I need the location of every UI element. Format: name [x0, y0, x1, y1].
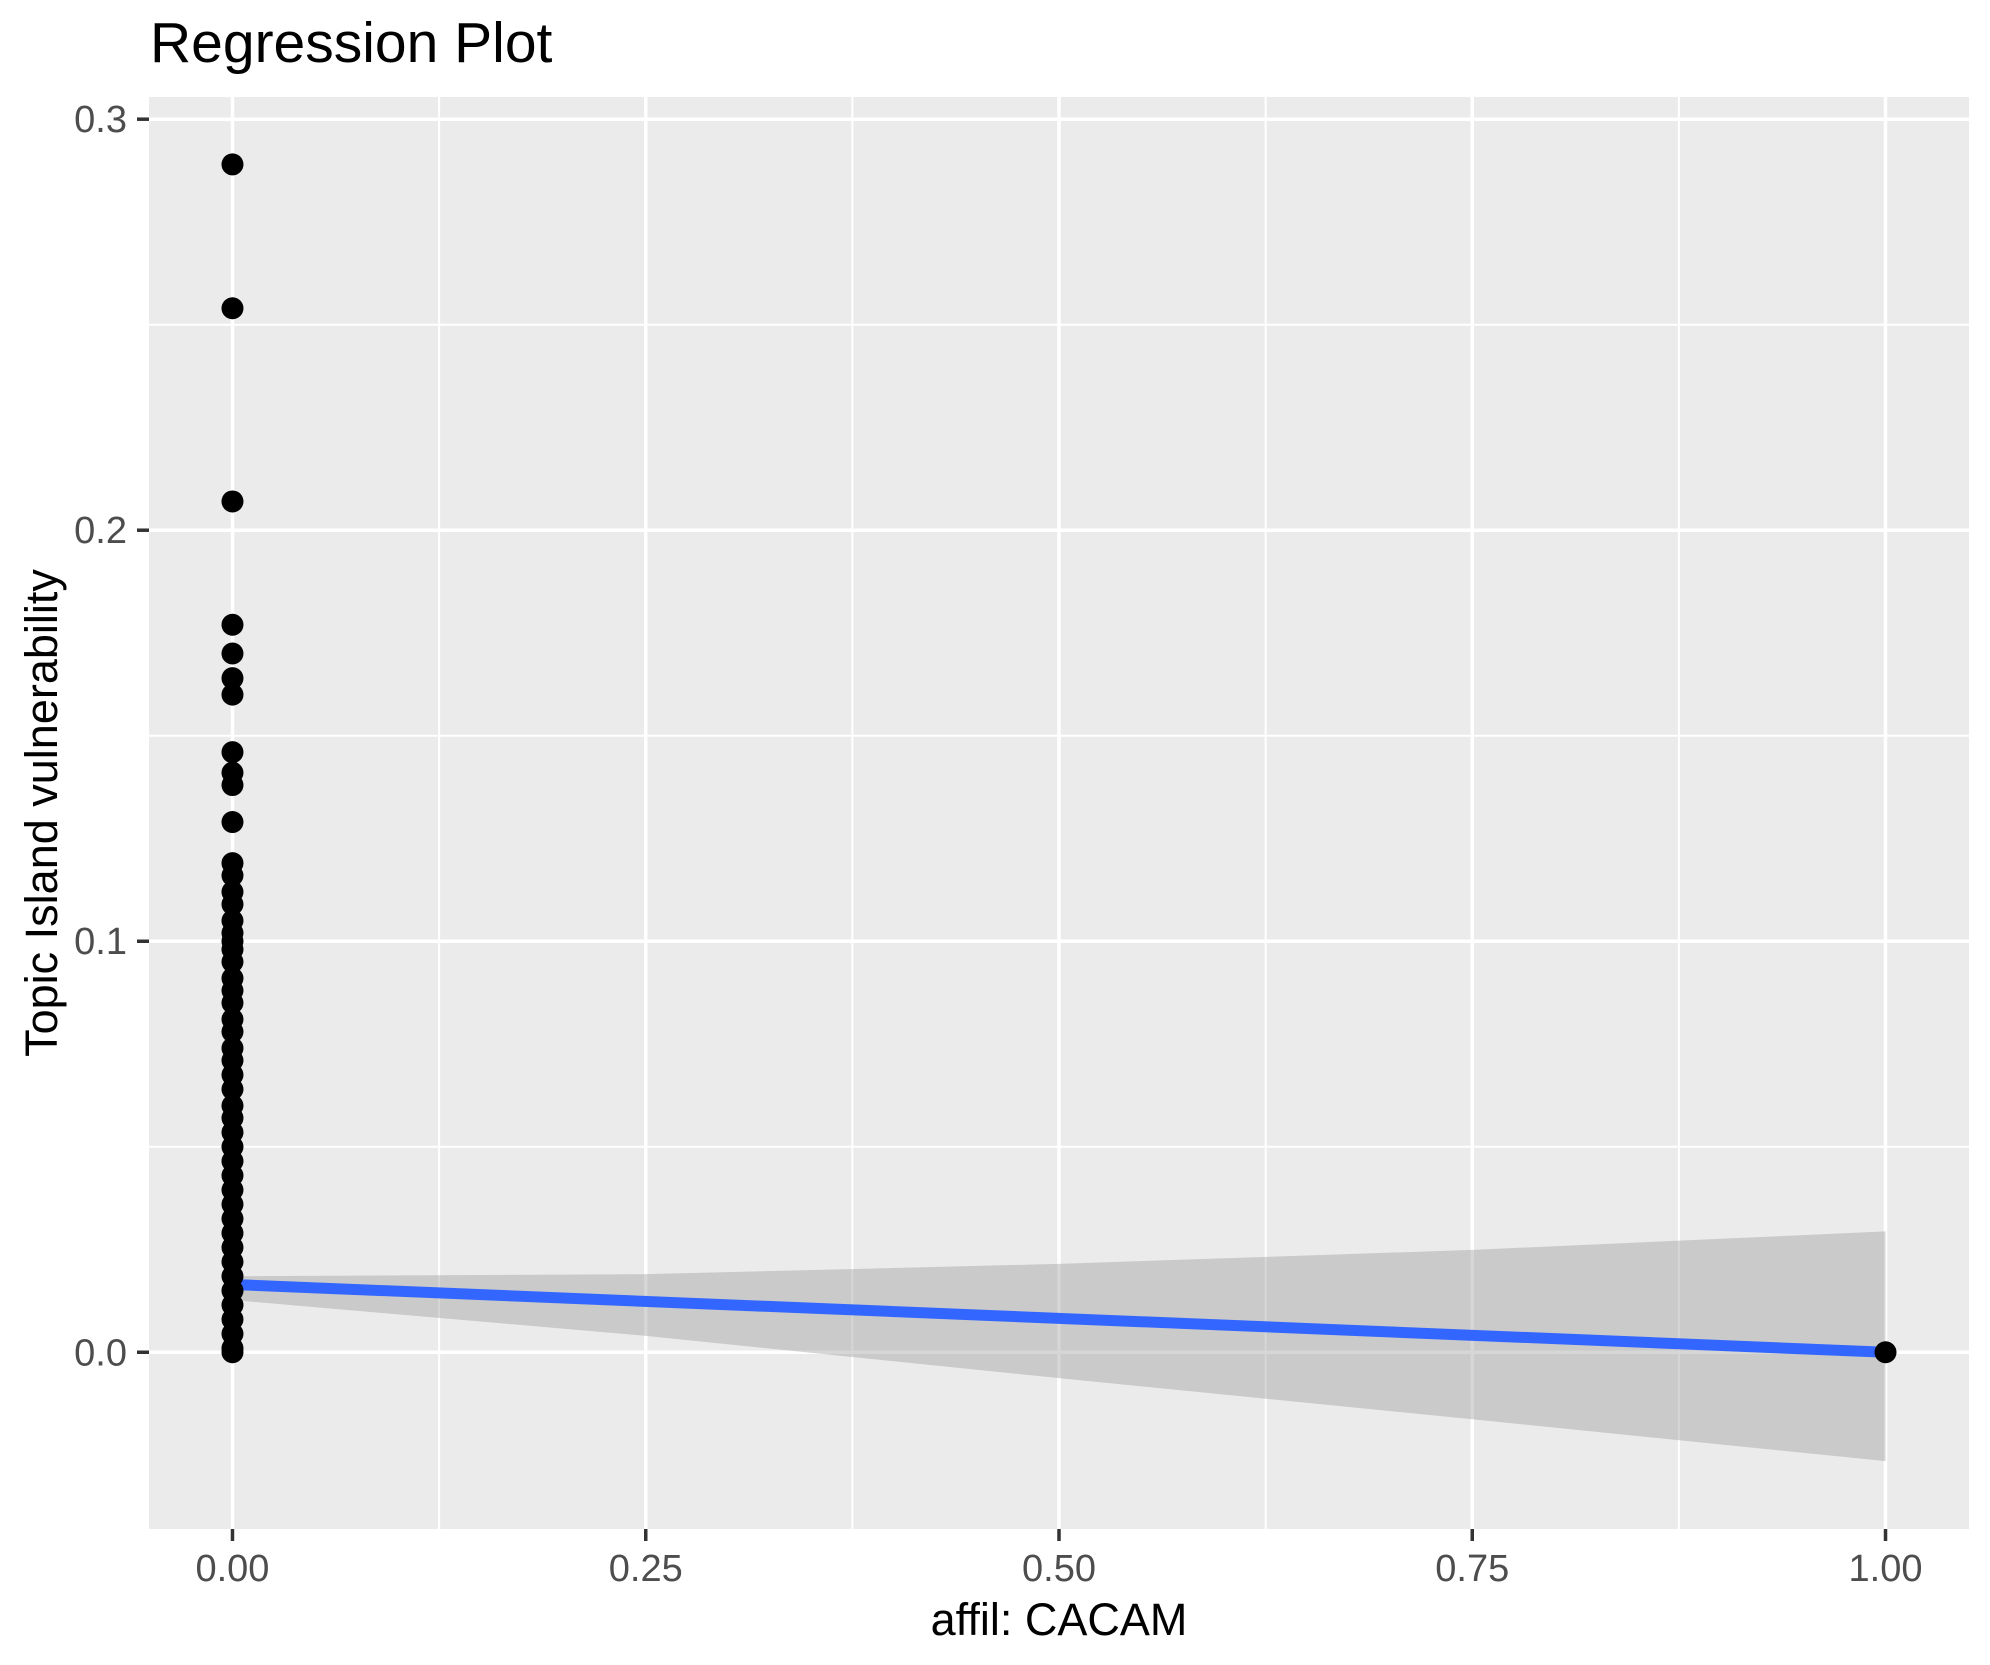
- data-point: [221, 667, 244, 690]
- x-tick-label: 0.50: [1022, 1548, 1096, 1590]
- data-point: [221, 893, 244, 916]
- data-point: [221, 490, 244, 513]
- data-point: [221, 864, 244, 887]
- data-point: [221, 683, 244, 706]
- confidence-ribbon: [232, 1231, 1886, 1462]
- y-tick-label: 0.2: [74, 510, 127, 552]
- data-point: [221, 153, 244, 176]
- x-tick-label: 1.00: [1849, 1548, 1923, 1590]
- x-axis-title: affil: CACAM: [930, 1594, 1188, 1645]
- data-point: [221, 1078, 244, 1101]
- y-tick-label: 0.0: [74, 1332, 127, 1374]
- data-point: [1874, 1341, 1897, 1364]
- y-axis-title: Topic Island vulnerability: [16, 569, 67, 1057]
- x-tick-label: 0.00: [195, 1548, 269, 1590]
- data-point: [221, 297, 244, 320]
- regression-line: [232, 1278, 1886, 1358]
- data-point: [221, 811, 244, 834]
- data-point: [221, 1341, 244, 1364]
- plot-title: Regression Plot: [150, 11, 553, 75]
- data-point: [221, 991, 244, 1014]
- data-point: [221, 1020, 244, 1043]
- data-point: [221, 741, 244, 764]
- y-tick-label: 0.1: [74, 921, 127, 963]
- data-point: [221, 950, 244, 973]
- data-point: [221, 613, 244, 636]
- y-tick-label: 0.3: [74, 99, 127, 141]
- x-tick-label: 0.25: [609, 1548, 683, 1590]
- data-point: [221, 774, 244, 797]
- data-point: [221, 642, 244, 665]
- x-tick-label: 0.75: [1435, 1548, 1509, 1590]
